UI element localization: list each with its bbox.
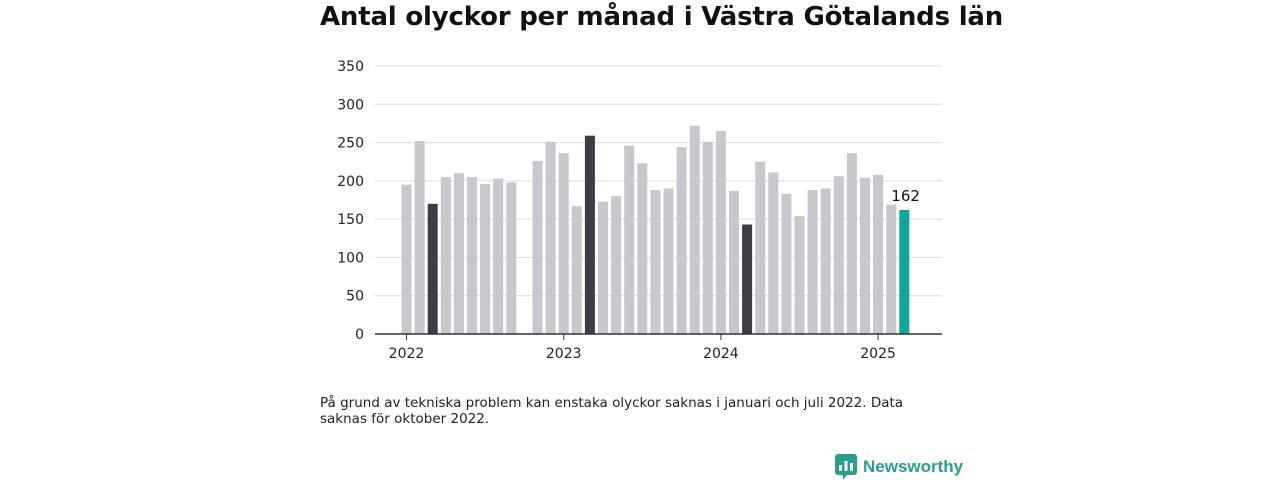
bar-2024-04 — [755, 161, 766, 334]
bar-2022-06 — [467, 177, 477, 334]
bar-2022-01 — [401, 184, 412, 334]
bar-2022-04 — [440, 177, 451, 334]
bar-2025-01 — [873, 174, 884, 334]
bar-2023-01 — [558, 153, 569, 334]
bar-2025-03 — [899, 209, 910, 334]
bar-2024-07 — [794, 216, 805, 334]
bar-2024-11 — [846, 153, 857, 334]
y-axis-tick-labels: 0 50 100 150 200 250 300 350 — [337, 59, 364, 343]
chart-title: Antal olyckor per månad i Västra Götalan… — [320, 2, 1004, 32]
x-axis — [375, 333, 942, 340]
x-tick-label: 2024 — [703, 346, 739, 362]
y-tick-label: 150 — [337, 212, 364, 228]
bar-2024-12 — [860, 177, 870, 334]
bar-2024-03 — [742, 224, 753, 334]
y-tick-label: 300 — [337, 97, 364, 113]
data-labels: 162 — [891, 187, 920, 205]
y-tick-label: 350 — [337, 59, 364, 75]
brand-name: Newsworthy — [863, 457, 964, 476]
bar-2023-11 — [689, 125, 700, 335]
bar-2023-02 — [571, 206, 582, 334]
bar-2022-09 — [506, 182, 517, 334]
bar-2022-11 — [532, 160, 543, 334]
brand-logo[interactable]: Newsworthy — [835, 454, 963, 480]
y-tick-label: 100 — [337, 250, 364, 266]
bar-2024-06 — [781, 193, 792, 334]
bar-2023-07 — [637, 163, 648, 334]
x-tick-label: 2023 — [546, 346, 582, 362]
bar-2024-05 — [768, 172, 779, 334]
bar-2022-03 — [427, 203, 438, 334]
bar-2024-02 — [729, 190, 739, 334]
bar-2022-07 — [480, 183, 491, 334]
bar-2022-02 — [414, 141, 425, 334]
x-tick-label: 2025 — [860, 346, 896, 362]
bar-2023-04 — [598, 201, 608, 334]
bar-2023-06 — [624, 145, 635, 334]
bar-2022-08 — [493, 178, 504, 334]
bar-2023-10 — [676, 147, 687, 334]
bar-2025-02 — [886, 204, 897, 334]
bar-2022-05 — [453, 173, 464, 334]
bar-2024-08 — [807, 190, 818, 334]
bar-2024-09 — [820, 188, 831, 334]
y-tick-label: 50 — [346, 289, 364, 305]
newsworthy-logo-icon — [835, 454, 857, 480]
bar-2023-03 — [584, 135, 595, 334]
bars — [401, 125, 910, 335]
footnote: På grund av tekniska problem kan enstaka… — [320, 395, 904, 427]
bar-2023-12 — [702, 141, 713, 334]
bar-2023-05 — [611, 196, 622, 334]
bar-2022-12 — [545, 141, 556, 334]
data-label-latest: 162 — [891, 187, 920, 205]
x-axis-tick-labels: 2022 2023 2024 2025 — [389, 346, 896, 362]
y-tick-label: 250 — [337, 136, 364, 152]
bar-2024-01 — [715, 131, 726, 334]
y-tick-label: 200 — [337, 174, 364, 190]
bar-2023-09 — [663, 188, 674, 334]
bar-chart: 0 50 100 150 200 250 300 350 2022 2023 2024 2025 1… — [337, 59, 942, 362]
y-tick-label: 0 — [355, 327, 364, 343]
bar-2023-08 — [650, 190, 661, 334]
x-tick-label: 2022 — [389, 346, 425, 362]
bar-2024-10 — [833, 176, 844, 334]
